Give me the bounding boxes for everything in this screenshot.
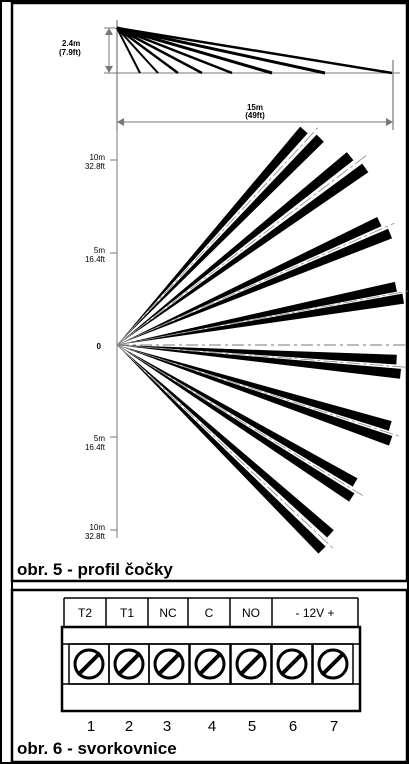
terminal-label-12v: - 12V +	[295, 606, 334, 620]
terminal-number-7: 7	[330, 718, 338, 735]
figure-5-frame	[10, 1, 409, 583]
side-ray-5	[116, 26, 233, 75]
detection-zone-fan	[116, 125, 409, 554]
tick-label-5m-bottom: 5m	[94, 434, 105, 443]
zone-4-beam-1	[117, 281, 397, 345]
terminal-label-nc: NC	[159, 606, 177, 620]
screw-7	[312, 643, 354, 685]
zone-7-center-line	[116, 344, 363, 496]
side-view: 2.4m (7.9ft) 15m (49ft)	[59, 20, 400, 130]
tick-label-10m-bottom-ft: 32.8ft	[85, 532, 106, 541]
terminal-number-2: 2	[125, 718, 133, 735]
zone-5-beam-1	[117, 345, 397, 365]
terminal-number-1: 1	[87, 718, 95, 735]
zone-6-beam-2	[117, 345, 393, 446]
terminal-label-t1: T1	[120, 606, 134, 620]
height-label: 2.4m	[62, 39, 80, 48]
range-label-ft: (49ft)	[245, 111, 265, 120]
screw-cell-5	[230, 643, 272, 685]
side-ray-1	[116, 27, 141, 74]
side-ray-2	[116, 27, 159, 74]
zone-2-center-line	[116, 155, 367, 346]
zone-6-center-line	[116, 344, 401, 437]
zone-5-beam-2	[117, 345, 402, 379]
zone-8-center-line	[116, 344, 335, 550]
top-view: 10m 32.8ft 5m 16.4ft 0 5m 16.4ft 10m 32.…	[17, 125, 409, 579]
tick-label-zero: 0	[97, 342, 102, 351]
side-ray-long-edge	[116, 27, 393, 74]
zone-3-beam-1	[117, 216, 382, 345]
height-arrow-top	[105, 28, 113, 35]
screw-slot-2	[116, 651, 142, 677]
zone-4-center-line	[116, 290, 409, 346]
range-arrow-right	[386, 118, 393, 126]
tick-label-10m-top-ft: 32.8ft	[85, 162, 106, 171]
screw-4	[189, 643, 231, 685]
zone-8-beam-1	[117, 345, 334, 538]
terminal-number-3: 3	[163, 718, 171, 735]
screw-3	[148, 643, 190, 685]
terminal-label-c: C	[205, 606, 214, 620]
screw-slot-5	[238, 651, 264, 677]
zone-6-beam-1	[117, 345, 392, 431]
zone-3-center-line	[116, 222, 395, 346]
screw-slot-7	[320, 651, 346, 677]
screw-slot-6	[279, 651, 305, 677]
zone-2-beam-2	[117, 163, 369, 345]
screw-slot-4	[197, 651, 223, 677]
range-label: 15m	[247, 103, 263, 112]
zone-8-beam-2	[117, 345, 326, 554]
zone-5-center-line	[116, 344, 409, 368]
screw-2	[108, 643, 150, 685]
figure-5-caption: obr. 5 - profil čočky	[17, 560, 173, 579]
figure-6-caption: obr. 6 - svorkovnice	[17, 739, 177, 758]
zone-7-beam-1	[117, 345, 358, 487]
tick-label-5m-bottom-ft: 16.4ft	[85, 443, 106, 452]
zone-3-beam-2	[117, 228, 393, 345]
terminal-label-no: NO	[242, 606, 260, 620]
zone-2-beam-1	[117, 152, 354, 345]
height-arrow-bottom	[105, 66, 113, 73]
screw-cell-7	[312, 643, 354, 685]
zone-1-beam-1	[117, 126, 308, 345]
screw-1	[68, 643, 110, 685]
screw-cell-6	[271, 643, 313, 685]
side-ray-3	[116, 26, 179, 75]
tick-label-5m-top: 5m	[94, 246, 105, 255]
side-ray-4	[116, 26, 203, 75]
figure-6-frame	[10, 588, 409, 764]
zone-1-beam-2	[117, 134, 324, 345]
terminal-housing	[60, 625, 362, 713]
terminal-number-6: 6	[289, 718, 297, 735]
side-ray-6	[116, 26, 273, 75]
screw-cell-4	[189, 643, 231, 685]
terminal-label-t2: T2	[78, 606, 92, 620]
range-arrow-left	[117, 118, 124, 126]
screw-cell-3	[148, 643, 190, 685]
terminal-number-4: 4	[208, 718, 216, 735]
terminal-block: T2 T1 NC C NO - 12V + 1 2 3 4 5 6 7 obr.…	[17, 597, 362, 758]
screw-6	[271, 643, 313, 685]
tick-label-10m-top: 10m	[89, 153, 105, 162]
height-label-ft: (7.9ft)	[59, 48, 81, 57]
side-ray-7	[116, 26, 326, 75]
terminal-number-5: 5	[248, 718, 256, 735]
zone-7-beam-2	[117, 345, 355, 502]
zone-1-center-line	[116, 125, 320, 346]
screw-slot-3	[156, 651, 182, 677]
terminal-screws	[68, 643, 354, 685]
zone-4-beam-2	[117, 293, 405, 345]
tick-label-10m-bottom: 10m	[89, 523, 105, 532]
screw-5	[230, 643, 272, 685]
screw-slot-1	[76, 651, 102, 677]
tick-label-5m-top-ft: 16.4ft	[85, 255, 106, 264]
side-view-rays	[116, 26, 393, 75]
